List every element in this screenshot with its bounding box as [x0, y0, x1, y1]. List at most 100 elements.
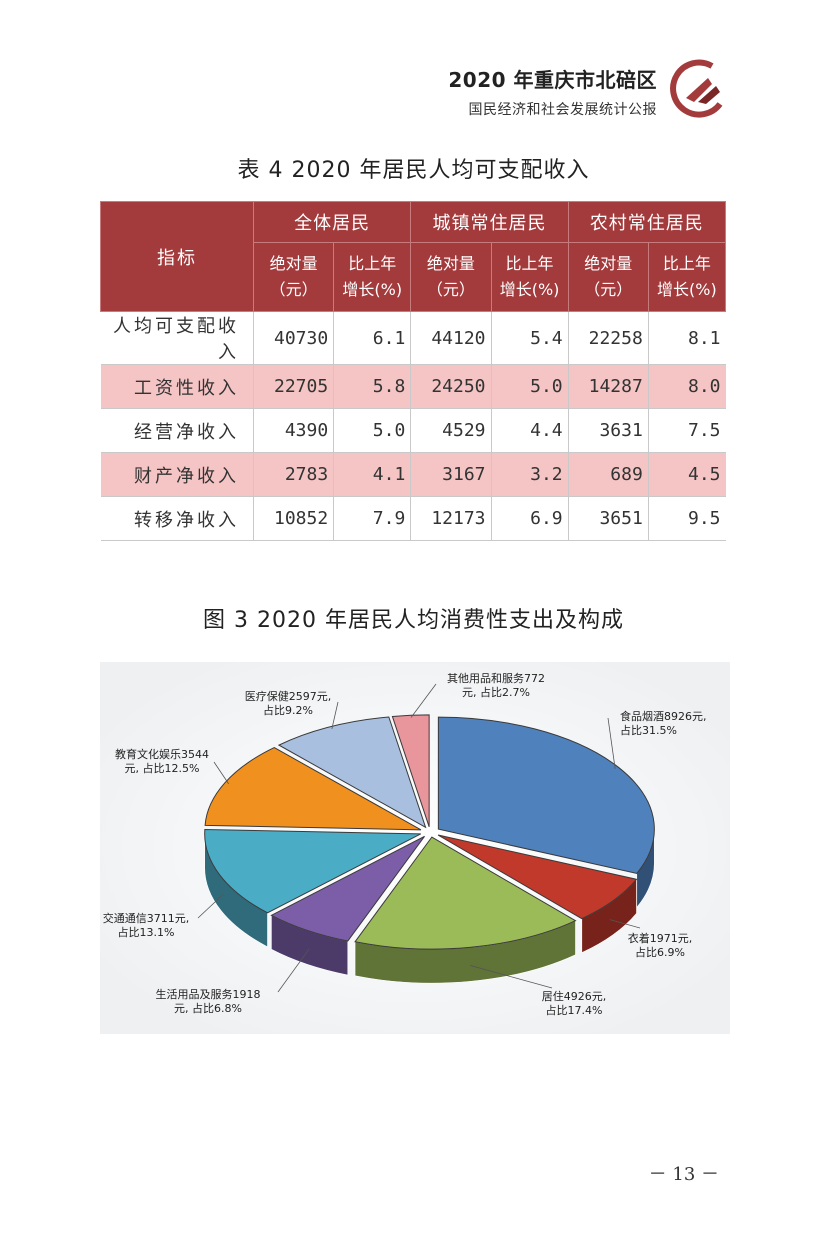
table-cell: 5.0	[333, 408, 412, 453]
table-cell: 12173	[410, 496, 492, 541]
row-label: 经营净收入	[100, 408, 254, 453]
page-header: 2020 年重庆市北碚区 国民经济和社会发展统计公报	[448, 64, 657, 119]
subheader-line: 增长(%)	[657, 280, 717, 299]
data-label: 其他用品和服务772	[447, 672, 545, 685]
data-label: 占比17.4%	[546, 1003, 603, 1017]
table-row: 财产净收入 2783 4.1 3167 3.2 689 4.5	[100, 452, 726, 497]
subheader-line: 绝对量	[584, 254, 633, 274]
table-cell: 22258	[568, 311, 649, 365]
table-cell: 22705	[253, 364, 335, 409]
subheader-growth: 比上年增长(%)	[333, 242, 412, 312]
row-label: 财产净收入	[100, 452, 254, 497]
pie-slice-生活用品及服务	[270, 835, 425, 942]
index-header: 指标	[100, 201, 254, 312]
pie-chart: 食品烟酒8926元,占比31.5%衣着1971元,占比6.9%居住4926元,占…	[100, 662, 730, 1034]
subheader-line: 增长(%)	[342, 280, 403, 299]
data-label: 元, 占比2.7%	[462, 685, 530, 699]
table-cell: 10852	[253, 496, 335, 541]
data-label: 食品烟酒8926元,	[620, 709, 707, 723]
table-cell: 9.5	[648, 496, 726, 541]
pie-slice-交通通信	[204, 828, 421, 914]
leader-line	[609, 919, 641, 929]
data-label: 医疗保健2597元,	[245, 689, 332, 703]
data-label: 元, 占比12.5%	[125, 761, 200, 775]
table-cell: 3167	[410, 452, 492, 497]
data-label: 占比31.5%	[620, 723, 677, 737]
table-cell: 24250	[410, 364, 492, 409]
logo-icon	[670, 59, 723, 118]
page-number: － 13 －	[648, 1164, 719, 1185]
subheader-line: 比上年	[505, 254, 554, 274]
leader-line	[213, 761, 230, 785]
data-label: 生活用品及服务1918	[156, 987, 261, 1001]
data-label: 占比9.2%	[263, 703, 313, 717]
table-cell: 2783	[253, 452, 335, 497]
table-cell: 3.2	[491, 452, 569, 497]
subheader-abs: 绝对量 （元）	[567, 242, 649, 312]
leader-line	[470, 965, 553, 989]
data-label: 居住4926元,	[542, 989, 607, 1003]
table-cell: 3651	[568, 496, 649, 541]
leader-line	[197, 893, 224, 919]
row-label: 人均可支配收入	[100, 311, 254, 365]
table-cell: 4.4	[491, 408, 569, 453]
table-cell: 5.0	[491, 364, 569, 409]
data-label: 占比13.1%	[118, 925, 175, 939]
data-label: 交通通信3711元,	[103, 911, 190, 925]
table-cell: 6.1	[333, 311, 412, 365]
subheader-abs: 绝对量 （元）	[252, 242, 335, 312]
group-header-urban: 城镇常住居民	[410, 201, 569, 243]
table-cell: 8.0	[648, 364, 726, 409]
table-cell: 4.5	[648, 452, 726, 497]
pie-slice-衣着	[437, 834, 638, 920]
subheader-growth: 比上年 增长(%)	[490, 242, 569, 312]
table-title: 表 4 2020 年居民人均可支配收入	[237, 158, 590, 183]
table-cell: 689	[568, 452, 649, 497]
leader-line	[607, 717, 616, 769]
data-label: 元, 占比6.8%	[174, 1001, 242, 1015]
income-table: 指标 全体居民 城镇常住居民 农村常住居民 绝对量 （元） 比上年 增长(%) 绝对量 （…	[100, 201, 727, 541]
subheader-growth: 比上年增长(%)	[647, 242, 727, 312]
leader-line	[410, 683, 437, 718]
table-cell: 5.4	[491, 311, 569, 365]
table-cell: 40730	[253, 311, 335, 365]
table-cell: 8.1	[648, 311, 726, 365]
chart-title: 图 3 2020 年居民人均消费性支出及构成	[203, 608, 624, 633]
data-label: 教育文化娱乐3544	[115, 747, 209, 761]
pie-slice-食品烟酒	[437, 716, 655, 874]
table-cell: 6.9	[491, 496, 569, 541]
subheader-line: （元）	[426, 280, 475, 299]
pie-slice-其他用品和服务	[391, 714, 430, 827]
subheader-line: （元）	[269, 280, 318, 299]
table-row: 人均可支配收入 40730 6.1 44120 5.4 22258 8.1	[100, 311, 726, 365]
subheader-line: 比上年	[662, 254, 711, 274]
subheader-line: 绝对量	[426, 254, 475, 274]
table-row: 经营净收入 4390 5.0 4529 4.4 3631 7.5	[100, 408, 726, 453]
table-cell: 7.5	[648, 408, 726, 453]
table-cell: 44120	[410, 311, 492, 365]
subheader-line: （元）	[584, 280, 633, 299]
pie-slice-居住	[354, 836, 577, 950]
table-cell: 14287	[568, 364, 649, 409]
table-cell: 5.8	[333, 364, 412, 409]
row-label: 工资性收入	[100, 364, 254, 409]
data-label: 占比6.9%	[635, 945, 685, 959]
table-cell: 4529	[410, 408, 492, 453]
table-row: 工资性收入 22705 5.8 24250 5.0 14287 8.0	[100, 364, 726, 409]
leader-line	[331, 701, 339, 730]
pie-slice-教育文化娱乐	[204, 747, 422, 831]
table-cell: 4390	[253, 408, 335, 453]
subheader-abs: 绝对量 （元）	[410, 242, 492, 312]
subheader-line: 比上年	[348, 254, 397, 274]
group-header-all: 全体居民	[252, 201, 412, 243]
pie-slice-医疗保健	[277, 716, 427, 829]
table-cell: 3631	[568, 408, 649, 453]
table-cell: 4.1	[333, 452, 412, 497]
table-cell: 7.9	[333, 496, 412, 541]
header-subtitle: 国民经济和社会发展统计公报	[468, 102, 657, 118]
data-label: 衣着1971元,	[628, 931, 693, 945]
table-row: 转移净收入 10852 7.9 12173 6.9 3651 9.5	[100, 496, 726, 541]
row-label: 转移净收入	[100, 496, 254, 541]
header-title: 2020 年重庆市北碚区	[448, 68, 657, 92]
subheader-line: 绝对量	[269, 254, 318, 274]
